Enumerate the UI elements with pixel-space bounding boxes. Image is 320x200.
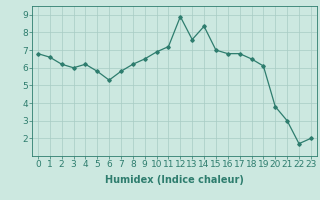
X-axis label: Humidex (Indice chaleur): Humidex (Indice chaleur) <box>105 175 244 185</box>
